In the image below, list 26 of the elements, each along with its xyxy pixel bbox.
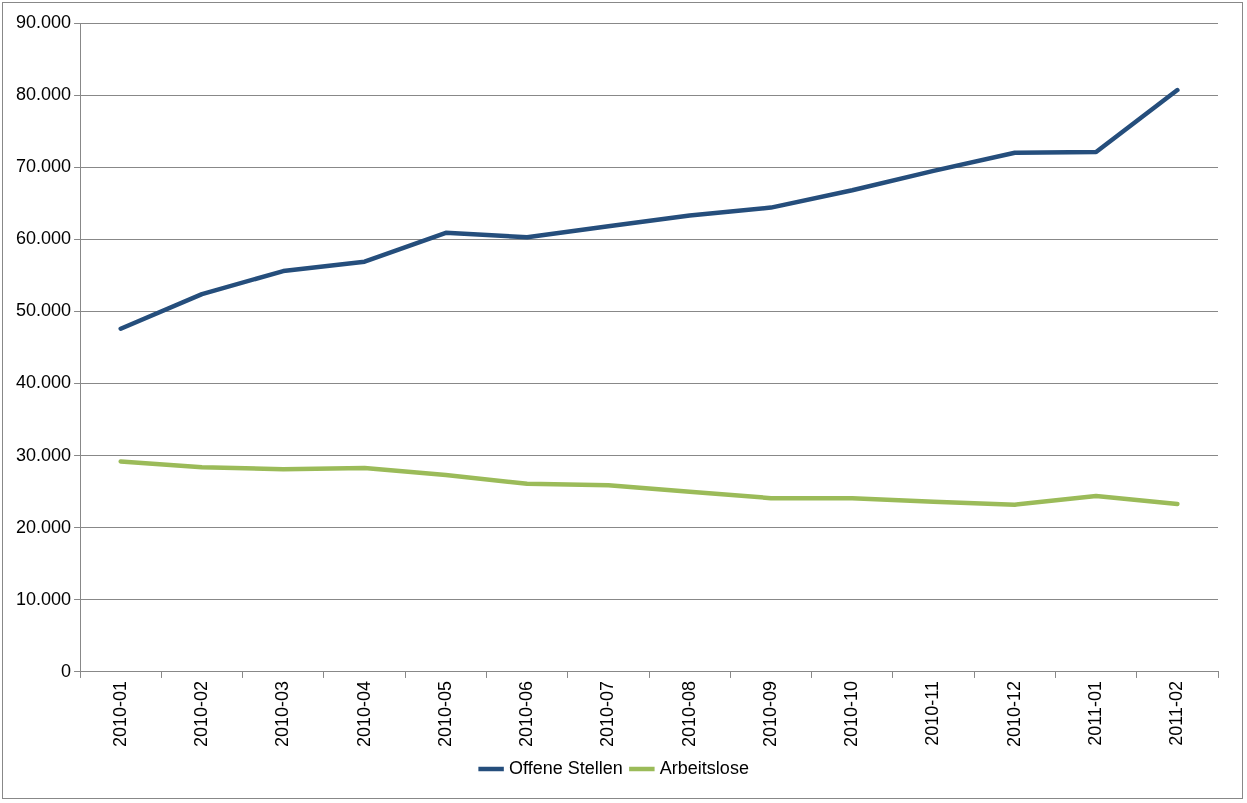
y-tick-label: 50.000 bbox=[15, 300, 72, 321]
x-tick-label: 2010-07 bbox=[597, 680, 618, 747]
x-tick-label: 2010-11 bbox=[922, 680, 943, 746]
y-tick-label: 0 bbox=[61, 660, 72, 681]
x-tick-label: 2010-05 bbox=[434, 680, 455, 747]
legend-label: Arbeitslose bbox=[659, 757, 749, 778]
x-tick-label: 2010-02 bbox=[190, 680, 211, 747]
legend-label: Offene Stellen bbox=[509, 757, 623, 778]
x-tick-label: 2010-12 bbox=[1003, 680, 1024, 747]
x-tick-label: 2010-04 bbox=[353, 680, 374, 747]
y-tick-label: 80.000 bbox=[15, 84, 72, 105]
x-tick-label: 2010-01 bbox=[109, 680, 130, 747]
x-tick-label: 2010-09 bbox=[759, 680, 780, 747]
x-tick-label: 2010-03 bbox=[272, 680, 293, 747]
y-tick-label: 30.000 bbox=[15, 444, 72, 465]
y-tick-label: 60.000 bbox=[15, 228, 72, 249]
x-tick-label: 2010-10 bbox=[841, 680, 862, 747]
x-tick-label: 2011-02 bbox=[1166, 680, 1187, 746]
y-tick-label: 70.000 bbox=[15, 156, 72, 177]
y-tick-label: 40.000 bbox=[15, 372, 72, 393]
x-tick-label: 2010-08 bbox=[678, 680, 699, 747]
x-tick-label: 2011-01 bbox=[1085, 680, 1106, 746]
x-tick-label: 2010-06 bbox=[516, 680, 537, 747]
y-tick-label: 10.000 bbox=[15, 588, 72, 609]
y-tick-label: 90.000 bbox=[15, 11, 72, 32]
y-tick-label: 20.000 bbox=[15, 516, 72, 537]
